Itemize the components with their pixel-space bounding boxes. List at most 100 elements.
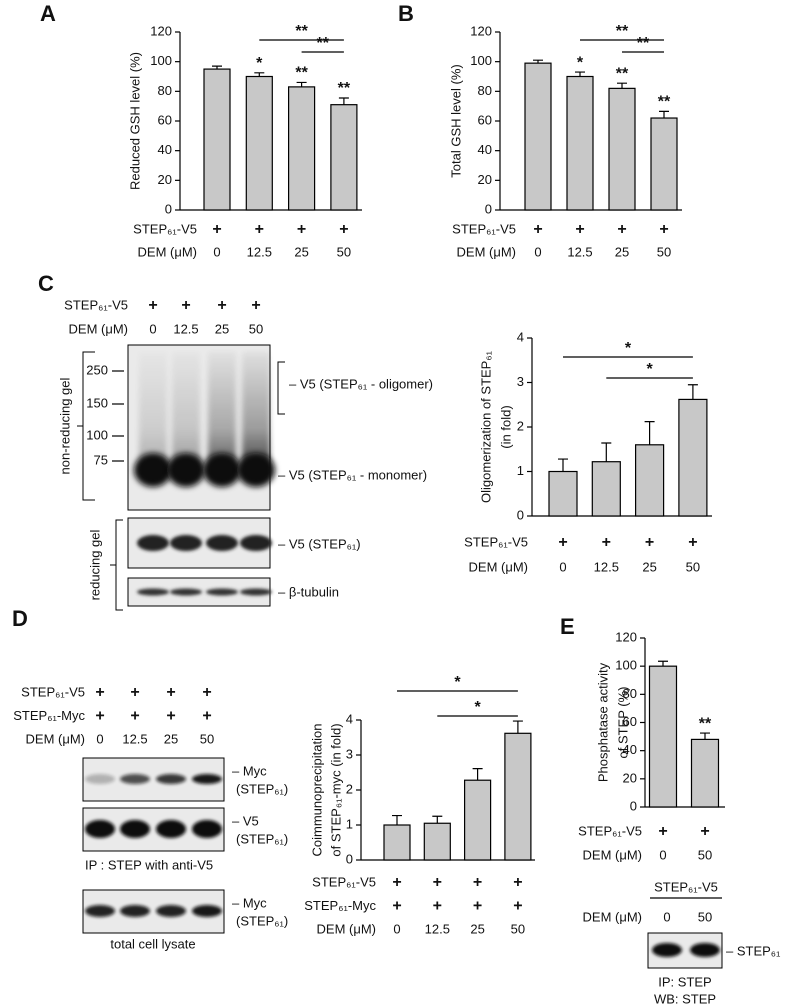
bar	[648, 665, 678, 808]
condition-mark: +	[473, 898, 482, 915]
band	[203, 453, 241, 487]
significance-label: **	[616, 65, 629, 82]
condition-label: STEP₆₁-Myc	[13, 708, 85, 723]
y-tick-label: 1	[346, 816, 353, 831]
y-tick-label: 1	[517, 463, 524, 478]
y-tick-label: 3	[517, 374, 524, 389]
category-label: DEM (μM)	[583, 847, 642, 862]
bar	[464, 779, 492, 861]
caption: IP : STEP with anti-V5	[85, 857, 213, 872]
condition-label: STEP₆₁-V5	[578, 823, 642, 838]
marker-label: 150	[86, 395, 108, 410]
band	[120, 905, 150, 917]
condition-label: DEM (μM)	[26, 731, 85, 746]
band	[240, 535, 272, 551]
condition-mark: +	[130, 684, 139, 701]
band	[192, 820, 222, 838]
x-tick-label: 12.5	[567, 244, 592, 259]
significance-label: **	[295, 65, 308, 82]
condition-mark: +	[433, 898, 442, 915]
y-tick-label: 0	[346, 851, 353, 866]
y-tick-label: 100	[470, 53, 492, 68]
significance-label: *	[646, 361, 653, 378]
significance-label: *	[474, 699, 481, 716]
band	[134, 453, 172, 487]
y-tick-label: 20	[478, 172, 492, 187]
x-tick-label: 25	[470, 921, 484, 936]
significance-label: **	[637, 35, 650, 52]
condition-mark: 25	[215, 321, 229, 336]
bar	[423, 822, 451, 861]
band	[170, 535, 202, 551]
y-tick-label: 4	[517, 329, 524, 344]
x-tick-label: 0	[559, 559, 566, 574]
category-label: DEM (μM)	[469, 559, 528, 574]
y-tick-label: 120	[470, 23, 492, 38]
band-label: – STEP₆₁	[726, 943, 781, 958]
condition-mark: +	[212, 221, 221, 238]
x-tick-label: 12.5	[247, 244, 272, 259]
condition-mark: +	[700, 823, 709, 840]
gel-label: reducing gel	[87, 529, 102, 600]
condition-mark: +	[688, 534, 697, 551]
significance-label: **	[699, 715, 712, 732]
band	[85, 820, 115, 838]
y-tick-label: 20	[623, 770, 637, 785]
error-bar	[212, 65, 222, 70]
condition-mark: +	[513, 874, 522, 891]
band	[192, 905, 222, 917]
band	[137, 588, 169, 596]
condition-mark: 12.5	[122, 731, 147, 746]
bar	[288, 86, 316, 211]
condition-mark: +	[148, 297, 157, 314]
band-smear	[208, 352, 236, 462]
band	[690, 943, 720, 957]
caption: IP: STEP	[658, 974, 711, 989]
category-label: DEM (μM)	[317, 921, 376, 936]
bar	[548, 470, 578, 517]
error-bar	[533, 59, 543, 64]
error-bar	[338, 97, 349, 105]
band-label: – V5	[232, 813, 259, 828]
error-bar	[658, 660, 668, 667]
condition-mark: 25	[164, 731, 178, 746]
condition-mark: 0	[96, 731, 103, 746]
band	[156, 774, 186, 784]
y-tick-label: 120	[615, 629, 637, 644]
band	[206, 535, 238, 551]
y-tick-label: 2	[346, 781, 353, 796]
condition-label: STEP₆₁-V5	[312, 874, 376, 889]
band	[237, 453, 275, 487]
y-tick-label: 60	[158, 112, 172, 127]
y-tick-label: 80	[478, 83, 492, 98]
condition-mark: 0	[149, 321, 156, 336]
y-tick-label: 2	[517, 418, 524, 433]
y-tick-label: 100	[615, 658, 637, 673]
y-tick-label: 40	[623, 742, 637, 757]
band	[85, 774, 115, 784]
condition-mark: +	[202, 684, 211, 701]
condition-label: STEP₆₁-V5	[452, 221, 516, 236]
band	[167, 453, 205, 487]
band-label: (STEP₆₁)	[236, 781, 288, 796]
y-tick-label: 80	[158, 83, 172, 98]
bar	[524, 62, 552, 211]
y-tick-label: 20	[158, 172, 172, 187]
bar	[504, 732, 532, 861]
significance-label: **	[295, 23, 308, 40]
y-tick-label: 0	[485, 201, 492, 216]
y-tick-label: 60	[623, 714, 637, 729]
y-axis-label: Phosphatase activity	[595, 662, 610, 782]
condition-mark: +	[181, 297, 190, 314]
bar	[650, 117, 678, 211]
bar	[608, 87, 636, 211]
category-label: DEM (μM)	[138, 244, 197, 259]
y-axis-label: Oligomerization of STEP₆₁	[478, 350, 493, 503]
y-axis-label: of STEP₆₁-myc (in fold)	[328, 723, 343, 856]
band	[156, 905, 186, 917]
x-tick-label: 50	[686, 559, 700, 574]
band-label: (STEP₆₁)	[236, 913, 288, 928]
panel-label: A	[40, 1, 56, 26]
band	[120, 774, 150, 784]
